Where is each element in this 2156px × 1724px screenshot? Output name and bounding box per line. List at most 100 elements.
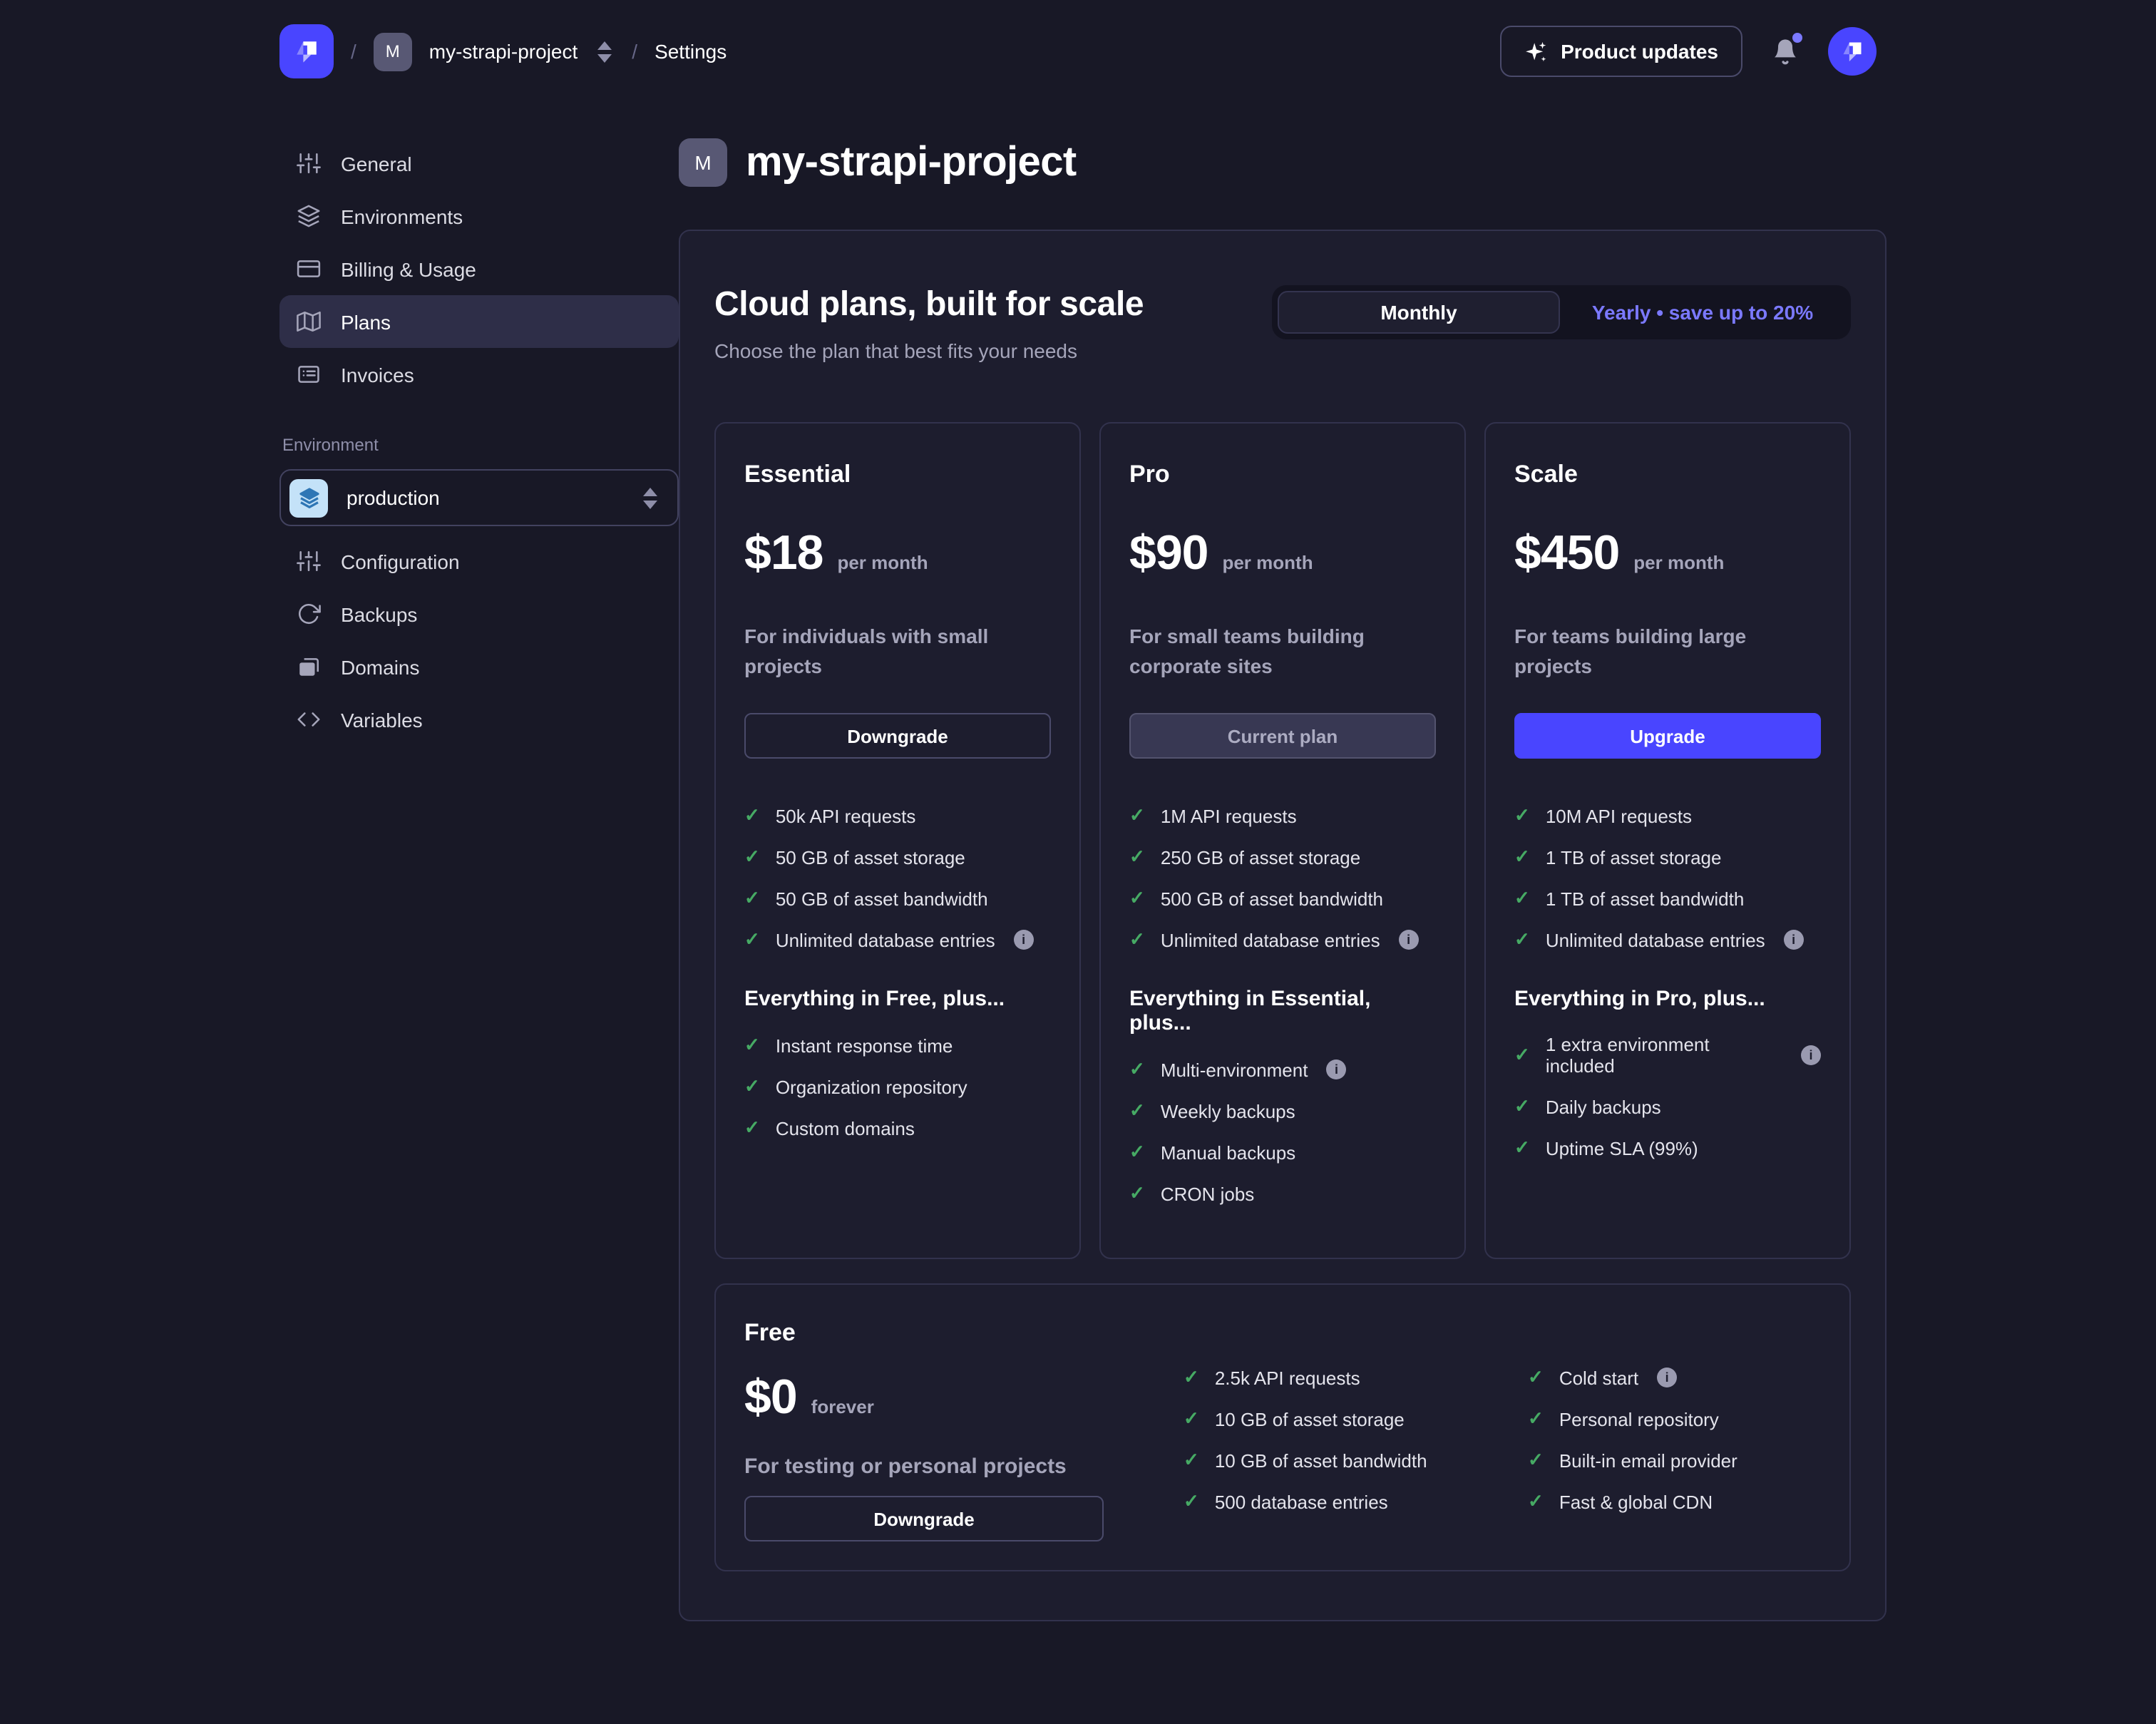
sidebar-label: Billing & Usage bbox=[341, 257, 476, 280]
feature-item: ✓ Instant response time bbox=[744, 1034, 1051, 1057]
plan-features: ✓ 1M API requests ✓ 250 GB of asset storag… bbox=[1129, 804, 1436, 951]
feature-label: 250 GB of asset storage bbox=[1160, 846, 1361, 868]
info-icon[interactable]: i bbox=[1783, 930, 1804, 950]
feature-item: ✓ Multi-environment i bbox=[1129, 1058, 1436, 1081]
check-icon: ✓ bbox=[1129, 1141, 1145, 1162]
downgrade-button[interactable]: Downgrade bbox=[744, 713, 1051, 759]
feature-item: ✓ Personal repository bbox=[1528, 1407, 1821, 1430]
feature-item: ✓ 1 TB of asset bandwidth bbox=[1514, 887, 1821, 910]
breadcrumb-settings[interactable]: Settings bbox=[654, 40, 727, 63]
feature-item: ✓ 250 GB of asset storage bbox=[1129, 846, 1436, 868]
plan-description: For testing or personal projects bbox=[744, 1454, 1067, 1479]
feature-item: ✓ 1 extra environment included i bbox=[1514, 1034, 1821, 1077]
feature-item: ✓ 10 GB of asset bandwidth bbox=[1184, 1449, 1477, 1472]
feature-label: 10 GB of asset bandwidth bbox=[1214, 1450, 1427, 1471]
sidebar-item-plans[interactable]: Plans bbox=[279, 295, 679, 348]
sliders-icon bbox=[297, 151, 321, 175]
check-icon: ✓ bbox=[1129, 1058, 1145, 1079]
project-switcher-icon[interactable] bbox=[597, 41, 612, 62]
product-updates-label: Product updates bbox=[1561, 40, 1718, 63]
check-icon: ✓ bbox=[1184, 1490, 1199, 1512]
feature-label: 50 GB of asset storage bbox=[775, 846, 965, 868]
feature-label: 1 TB of asset storage bbox=[1545, 846, 1722, 868]
plan-extra-features: ✓ 1 extra environment included i ✓ Daily ba… bbox=[1514, 1034, 1821, 1159]
notifications-button[interactable] bbox=[1771, 33, 1802, 67]
environment-select[interactable]: production bbox=[279, 469, 679, 526]
feature-label: Built-in email provider bbox=[1559, 1450, 1737, 1471]
invoice-icon bbox=[297, 362, 321, 386]
feature-label: Cold start bbox=[1559, 1367, 1639, 1388]
plan-period: per month bbox=[837, 552, 928, 573]
plan-price: $450 bbox=[1514, 526, 1620, 580]
chevron-up-icon bbox=[597, 41, 612, 49]
strapi-logo[interactable] bbox=[279, 24, 334, 78]
strapi-mark-icon bbox=[1843, 42, 1862, 62]
plan-extra-features: ✓ Instant response time ✓ Organization rep… bbox=[744, 1034, 1051, 1139]
feature-item: ✓ 10M API requests bbox=[1514, 804, 1821, 827]
stacked-windows-icon bbox=[297, 655, 321, 679]
toggle-monthly[interactable]: Monthly bbox=[1278, 291, 1560, 334]
environment-layers-icon bbox=[289, 478, 328, 517]
plan-extra-features: ✓ Multi-environment i ✓ Weekly backups ✓ Man… bbox=[1129, 1058, 1436, 1205]
sidebar-item-backups[interactable]: Backups bbox=[279, 588, 679, 640]
check-icon: ✓ bbox=[1129, 804, 1145, 826]
check-icon: ✓ bbox=[744, 887, 760, 908]
feature-item: ✓ 500 GB of asset bandwidth bbox=[1129, 887, 1436, 910]
upgrade-button[interactable]: Upgrade bbox=[1514, 713, 1821, 759]
info-icon[interactable]: i bbox=[1326, 1059, 1347, 1079]
feature-label: Instant response time bbox=[775, 1035, 953, 1056]
feature-label: Organization repository bbox=[775, 1076, 967, 1097]
environment-select-value: production bbox=[346, 486, 440, 509]
current-plan-button[interactable]: Current plan bbox=[1129, 713, 1436, 759]
feature-label: Unlimited database entries bbox=[1545, 929, 1765, 950]
panel-subtitle: Choose the plan that best fits your need… bbox=[714, 339, 1077, 362]
feature-label: Uptime SLA (99%) bbox=[1545, 1137, 1698, 1159]
plan-price: $90 bbox=[1129, 526, 1208, 580]
check-icon: ✓ bbox=[1129, 928, 1145, 950]
feature-item: ✓ Uptime SLA (99%) bbox=[1514, 1136, 1821, 1159]
check-icon: ✓ bbox=[1514, 1044, 1530, 1065]
check-icon: ✓ bbox=[1514, 1095, 1530, 1117]
feature-item: ✓ 1M API requests bbox=[1129, 804, 1436, 827]
sidebar-item-variables[interactable]: Variables bbox=[279, 693, 679, 746]
check-icon: ✓ bbox=[1528, 1366, 1544, 1387]
plans-panel: Cloud plans, built for scale Choose the … bbox=[679, 230, 1886, 1621]
credit-card-icon bbox=[297, 257, 321, 281]
notification-dot bbox=[1792, 33, 1802, 43]
sidebar-item-invoices[interactable]: Invoices bbox=[279, 348, 679, 401]
plan-name: Essential bbox=[744, 461, 851, 488]
check-icon: ✓ bbox=[744, 928, 760, 950]
feature-item: ✓ Unlimited database entries i bbox=[744, 928, 1051, 951]
sidebar-item-general[interactable]: General bbox=[279, 137, 679, 190]
sidebar-item-configuration[interactable]: Configuration bbox=[279, 535, 679, 588]
downgrade-button[interactable]: Downgrade bbox=[744, 1496, 1104, 1541]
plan-features: ✓ 50k API requests ✓ 50 GB of asset storag… bbox=[744, 804, 1051, 951]
chevron-down-icon bbox=[643, 500, 657, 508]
info-icon[interactable]: i bbox=[1013, 930, 1034, 950]
product-updates-button[interactable]: Product updates bbox=[1499, 26, 1742, 77]
account-avatar[interactable] bbox=[1828, 27, 1877, 76]
breadcrumb-separator: / bbox=[632, 40, 638, 63]
feature-label: 2.5k API requests bbox=[1214, 1367, 1360, 1388]
free-features-col1: ✓ 2.5k API requests ✓ 10 GB of asset stora… bbox=[1184, 1366, 1477, 1531]
info-icon[interactable]: i bbox=[1398, 930, 1419, 950]
sidebar-item-billing-usage[interactable]: Billing & Usage bbox=[279, 242, 679, 295]
sidebar-item-domains[interactable]: Domains bbox=[279, 640, 679, 693]
feature-label: Daily backups bbox=[1545, 1096, 1661, 1117]
feature-label: Multi-environment bbox=[1160, 1059, 1308, 1080]
sidebar-item-environments[interactable]: Environments bbox=[279, 190, 679, 242]
feature-item: ✓ Weekly backups bbox=[1129, 1099, 1436, 1122]
breadcrumb-project-name[interactable]: my-strapi-project bbox=[428, 40, 578, 63]
info-icon[interactable]: i bbox=[1801, 1045, 1821, 1065]
rotate-icon bbox=[297, 602, 321, 626]
check-icon: ✓ bbox=[744, 804, 760, 826]
info-icon[interactable]: i bbox=[1657, 1368, 1678, 1387]
panel-title: Cloud plans, built for scale bbox=[714, 285, 1144, 324]
plan-extra-title: Everything in Essential, plus... bbox=[1129, 987, 1371, 1035]
feature-label: Personal repository bbox=[1559, 1408, 1719, 1430]
toggle-yearly[interactable]: Yearly • save up to 20% bbox=[1591, 301, 1814, 324]
plan-card-scale: Scale $450 per month For teams building … bbox=[1484, 422, 1851, 1259]
plan-extra-title: Everything in Free, plus... bbox=[744, 987, 1005, 1011]
sliders-icon bbox=[297, 549, 321, 573]
